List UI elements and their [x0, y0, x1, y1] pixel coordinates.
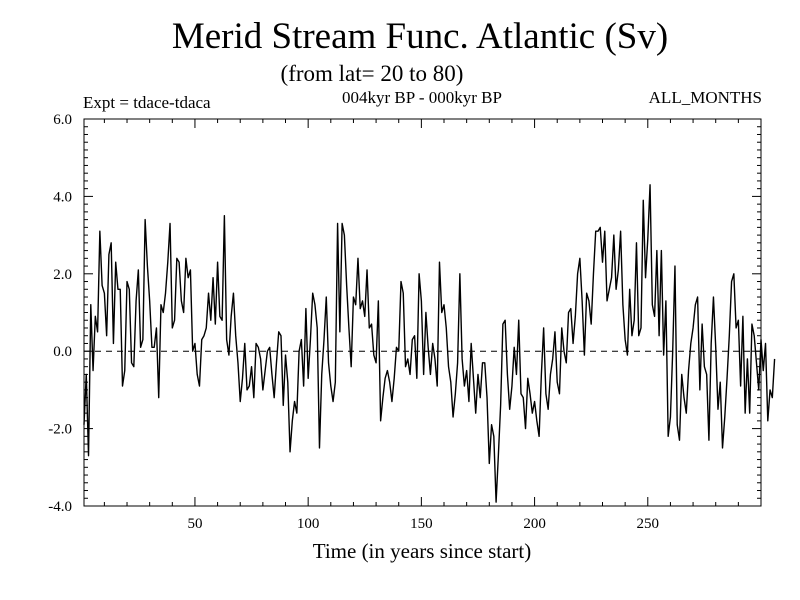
- x-axis: 50 100 150 200 250: [103, 119, 739, 532]
- x-tick-label: 50: [187, 516, 202, 532]
- x-tick-label: 200: [523, 516, 546, 532]
- y-tick-label: 4.0: [53, 189, 72, 205]
- series-line-tdace-tdaca: [83, 184, 776, 503]
- y-tick-label: 2.0: [53, 267, 72, 283]
- chart-title: Merid Stream Func. Atlantic (Sv): [172, 16, 668, 57]
- x-tick-label: 100: [297, 516, 320, 532]
- y-tick-label: 0.0: [53, 344, 72, 360]
- chart-subtitle: (from lat= 20 to 80): [281, 61, 464, 86]
- series-layer: [83, 184, 776, 503]
- x-tick-label: 250: [637, 516, 660, 532]
- x-tick-label: 150: [410, 516, 433, 532]
- y-tick-label: 6.0: [53, 112, 72, 128]
- experiment-label: Expt = tdace-tdaca: [83, 93, 211, 112]
- period-label: 004kyr BP - 000kyr BP: [342, 88, 502, 107]
- months-label: ALL_MONTHS: [649, 88, 762, 107]
- x-axis-label: Time (in years since start): [313, 539, 532, 563]
- y-tick-label: -2.0: [48, 422, 72, 438]
- y-tick-label: -4.0: [48, 499, 72, 515]
- y-axis: -4.0 -2.0 0.0 2.0 4.0 6.0: [48, 112, 761, 515]
